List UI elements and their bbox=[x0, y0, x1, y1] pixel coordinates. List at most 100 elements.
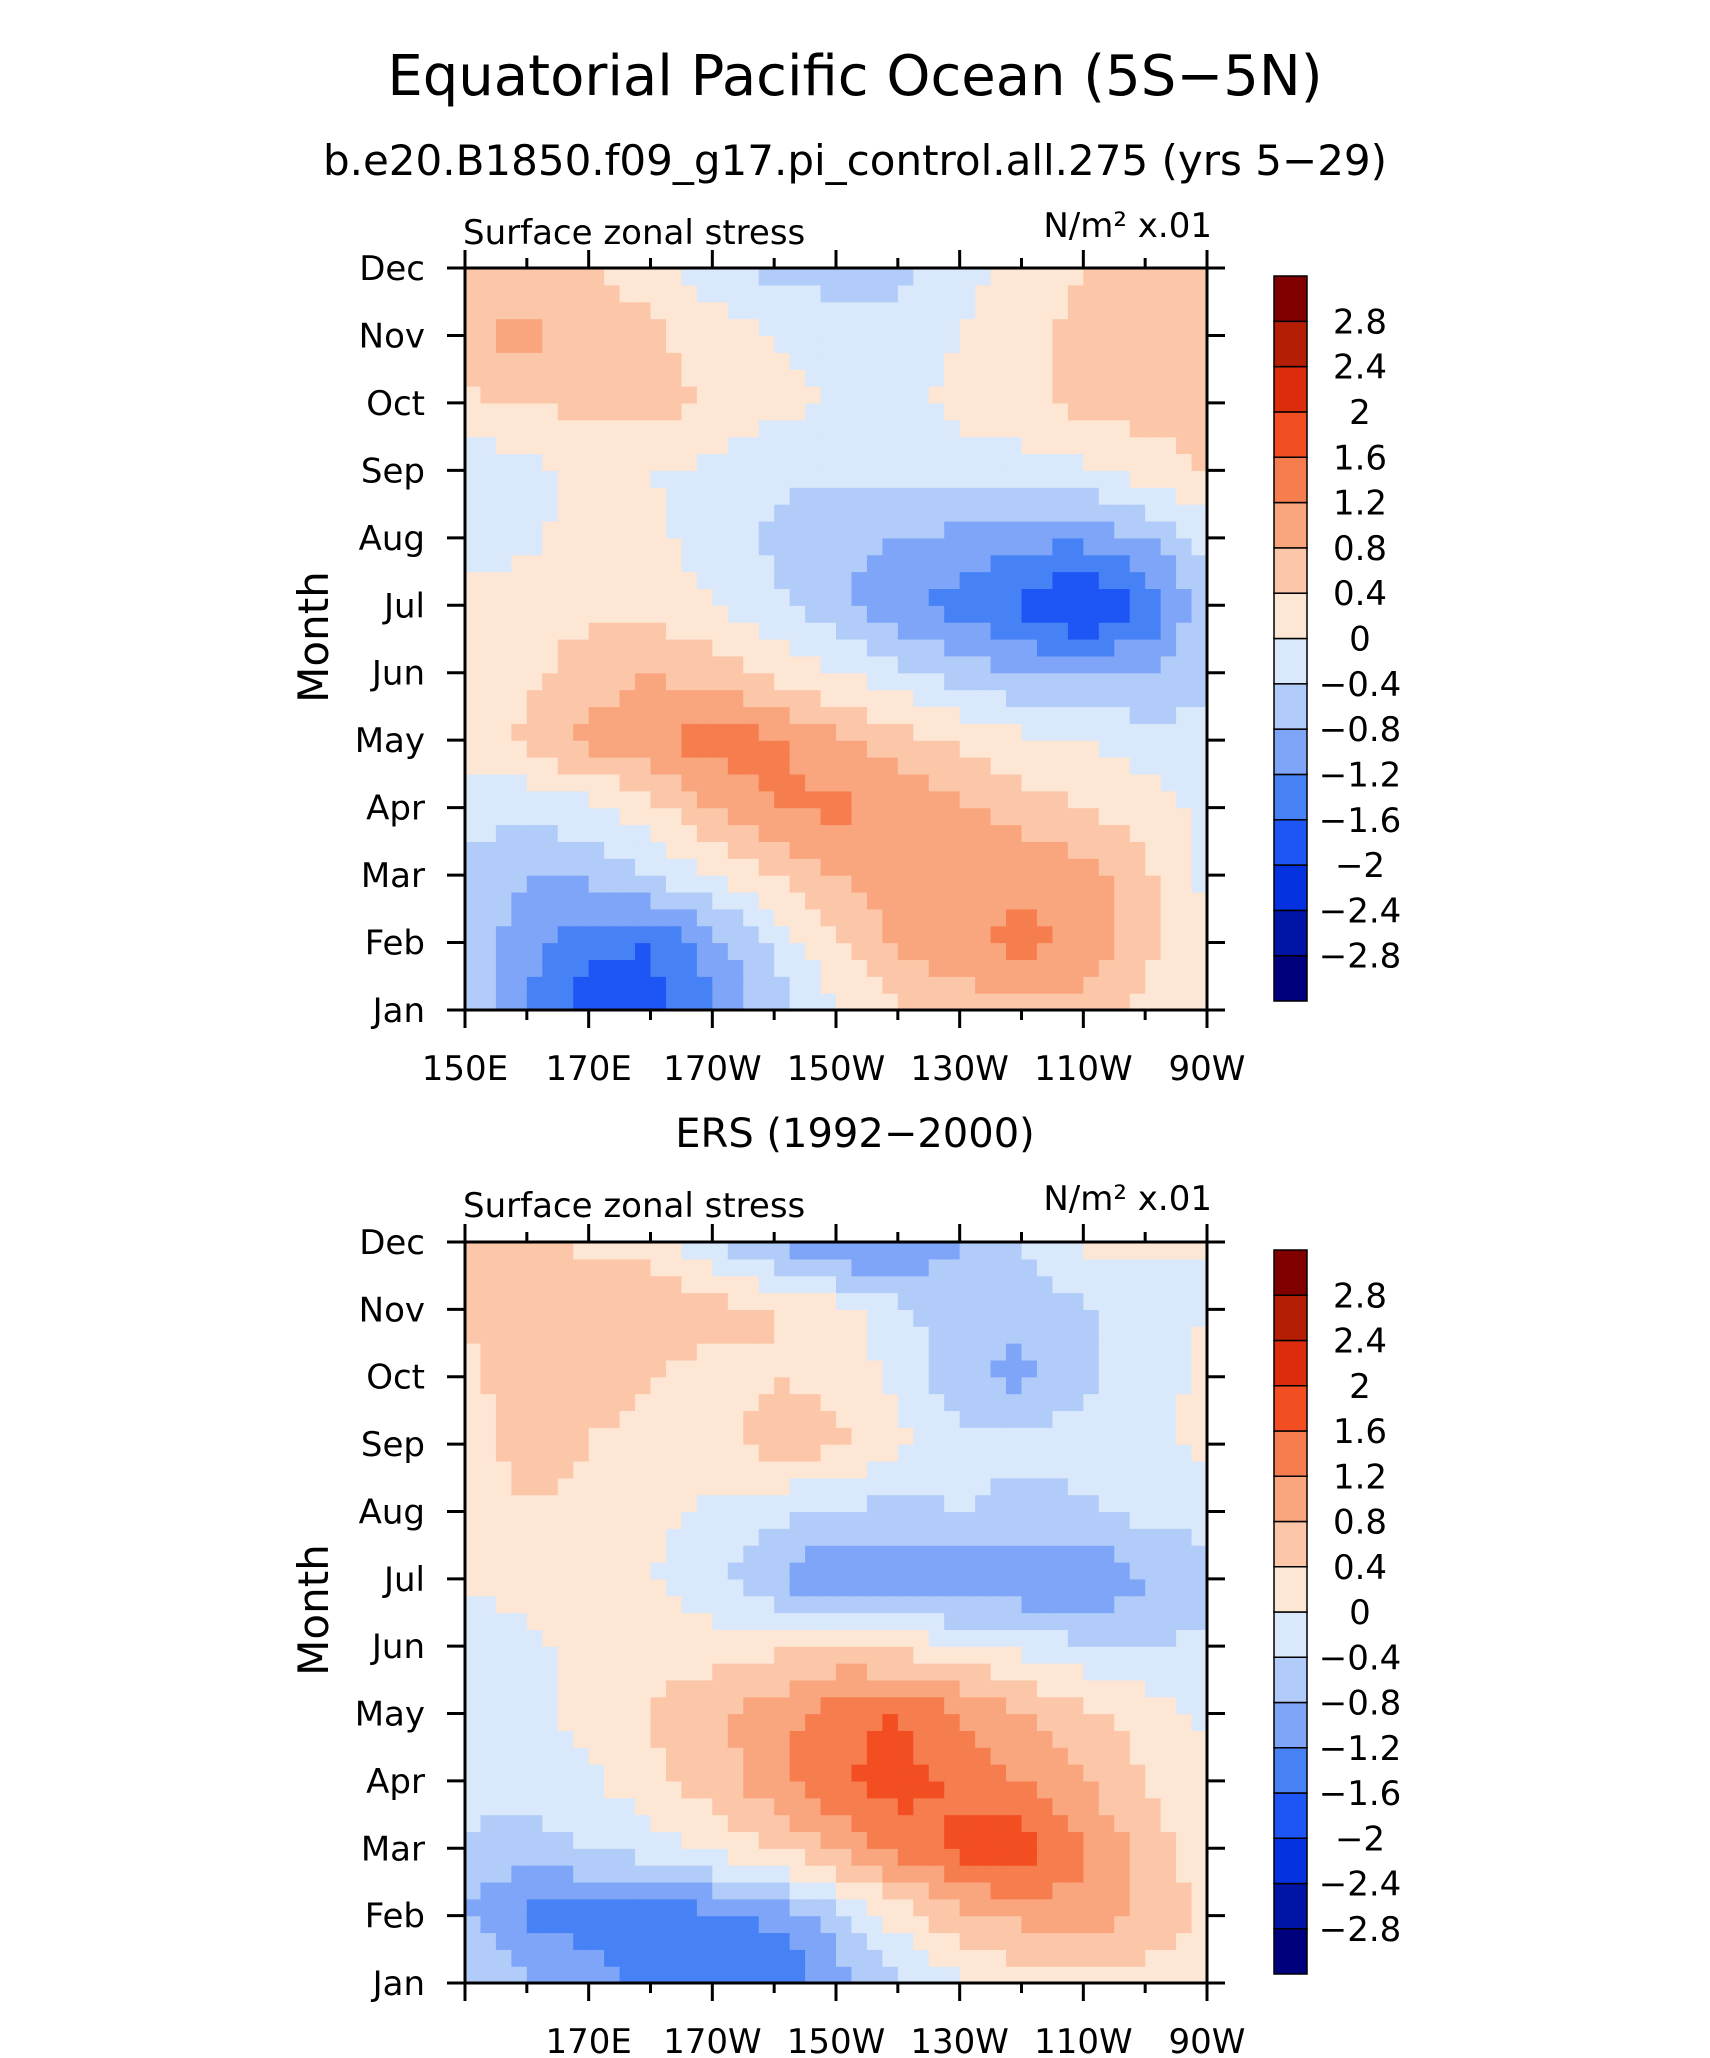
heatmap-cell bbox=[959, 1326, 976, 1344]
heatmap-cell bbox=[789, 470, 806, 488]
heatmap-cell bbox=[1129, 807, 1146, 826]
heatmap-cell bbox=[944, 1545, 961, 1563]
heatmap-cell bbox=[897, 1376, 914, 1395]
colorbar-box bbox=[1273, 275, 1308, 323]
heatmap-cell bbox=[511, 1258, 528, 1277]
heatmap-cell bbox=[1067, 335, 1084, 353]
heatmap-cell bbox=[851, 1881, 868, 1900]
heatmap-cell bbox=[882, 1865, 899, 1883]
heatmap-cell bbox=[1176, 504, 1193, 522]
heatmap-cell bbox=[681, 655, 698, 674]
heatmap-cell bbox=[465, 1713, 482, 1731]
heatmap-cell bbox=[1129, 1797, 1146, 1816]
heatmap-cell bbox=[959, 1258, 976, 1277]
heatmap-cell bbox=[526, 1898, 543, 1917]
heatmap-cell bbox=[820, 419, 837, 438]
heatmap-cell bbox=[990, 1679, 1007, 1698]
heatmap-cell bbox=[1191, 1865, 1208, 1883]
heatmap-cell bbox=[928, 1595, 945, 1614]
heatmap-cell bbox=[1176, 1242, 1193, 1260]
heatmap-cell bbox=[789, 976, 806, 994]
heatmap-cell bbox=[712, 1629, 729, 1647]
heatmap-cell bbox=[866, 1258, 883, 1277]
heatmap-cell bbox=[1114, 1561, 1131, 1580]
heatmap-cell bbox=[1006, 1696, 1023, 1715]
heatmap-cell bbox=[758, 757, 775, 775]
heatmap-cell bbox=[619, 740, 636, 758]
heatmap-cell bbox=[1083, 1764, 1100, 1782]
heatmap-cell bbox=[851, 402, 868, 421]
heatmap-cell bbox=[758, 1679, 775, 1698]
heatmap-cell bbox=[1083, 908, 1100, 927]
heatmap-cell bbox=[1176, 993, 1193, 1011]
heatmap-cell bbox=[480, 369, 497, 387]
heatmap-cell bbox=[635, 554, 652, 573]
heatmap-cell bbox=[573, 1898, 590, 1917]
heatmap-cell bbox=[805, 891, 822, 910]
heatmap-cell bbox=[882, 639, 899, 657]
heatmap-cell bbox=[681, 1275, 698, 1294]
colorbar-box bbox=[1273, 1656, 1308, 1704]
heatmap-cell bbox=[990, 942, 1007, 961]
heatmap-cell bbox=[928, 1578, 945, 1597]
heatmap-cell bbox=[836, 1460, 853, 1479]
heatmap-cell bbox=[542, 1814, 559, 1833]
heatmap-cell bbox=[557, 925, 574, 944]
heatmap-cell bbox=[1129, 1595, 1146, 1614]
heatmap-cell bbox=[990, 1427, 1007, 1445]
heatmap-cell bbox=[526, 824, 543, 842]
heatmap-cell bbox=[944, 959, 961, 977]
heatmap-cell bbox=[511, 993, 528, 1011]
heatmap-cell bbox=[604, 335, 621, 353]
heatmap-cell bbox=[1129, 1309, 1146, 1327]
heatmap-cell bbox=[573, 1949, 590, 1967]
heatmap-cell bbox=[1067, 790, 1084, 809]
heatmap-cell bbox=[1098, 1511, 1115, 1529]
heatmap-cell bbox=[774, 1780, 791, 1799]
heatmap-cell bbox=[1006, 605, 1023, 623]
heatmap-cell bbox=[526, 1915, 543, 1934]
heatmap-cell bbox=[727, 1410, 744, 1428]
heatmap-cell bbox=[650, 284, 667, 303]
heatmap-cell bbox=[758, 976, 775, 994]
heatmap-cell bbox=[1006, 487, 1023, 505]
heatmap-cell bbox=[866, 1477, 883, 1496]
heatmap-cell bbox=[1052, 571, 1069, 590]
heatmap-cell bbox=[959, 369, 976, 387]
heatmap-cell bbox=[758, 369, 775, 387]
heatmap-cell bbox=[1021, 1494, 1038, 1513]
heatmap-cell bbox=[851, 1326, 868, 1344]
heatmap-cell bbox=[820, 757, 837, 775]
heatmap-cell bbox=[573, 1595, 590, 1614]
heatmap-cell bbox=[836, 622, 853, 640]
heatmap-cell bbox=[511, 672, 528, 691]
heatmap-cell bbox=[712, 1595, 729, 1614]
heatmap-cell bbox=[928, 1444, 945, 1462]
heatmap-cell bbox=[1114, 959, 1131, 977]
heatmap-cell bbox=[1036, 537, 1054, 556]
heatmap-cell bbox=[1114, 1679, 1131, 1698]
heatmap-cell bbox=[789, 908, 806, 927]
heatmap-cell bbox=[1191, 453, 1208, 471]
heatmap-cell bbox=[882, 942, 899, 961]
heatmap-cell bbox=[495, 807, 512, 826]
heatmap-cell bbox=[836, 1949, 853, 1967]
heatmap-cell bbox=[758, 504, 775, 522]
heatmap-cell bbox=[913, 571, 930, 590]
heatmap-cell bbox=[913, 824, 930, 842]
heatmap-cell bbox=[1160, 537, 1177, 556]
heatmap-cell bbox=[1114, 1898, 1131, 1917]
heatmap-cell bbox=[758, 1309, 775, 1327]
heatmap-cell bbox=[495, 419, 512, 438]
heatmap-cell bbox=[1006, 369, 1023, 387]
heatmap-cell bbox=[681, 504, 698, 522]
heatmap-cell bbox=[743, 1376, 760, 1395]
heatmap-cell bbox=[1006, 352, 1023, 370]
heatmap-cell bbox=[665, 1258, 683, 1277]
heatmap-cell bbox=[1129, 1511, 1146, 1529]
heatmap-cell bbox=[727, 773, 744, 792]
heatmap-cell bbox=[696, 386, 713, 404]
heatmap-cell bbox=[1191, 588, 1208, 606]
heatmap-cell bbox=[866, 1528, 883, 1546]
heatmap-cell bbox=[1083, 1932, 1100, 1950]
